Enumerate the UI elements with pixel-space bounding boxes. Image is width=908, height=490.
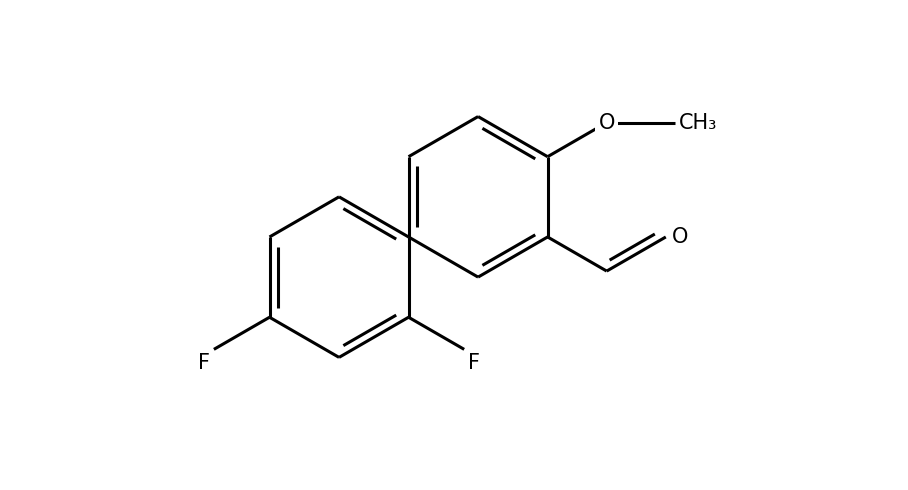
Text: F: F — [198, 353, 210, 373]
Text: F: F — [469, 353, 480, 373]
Text: CH₃: CH₃ — [679, 113, 717, 133]
Text: O: O — [672, 227, 688, 247]
Text: O: O — [598, 113, 615, 133]
